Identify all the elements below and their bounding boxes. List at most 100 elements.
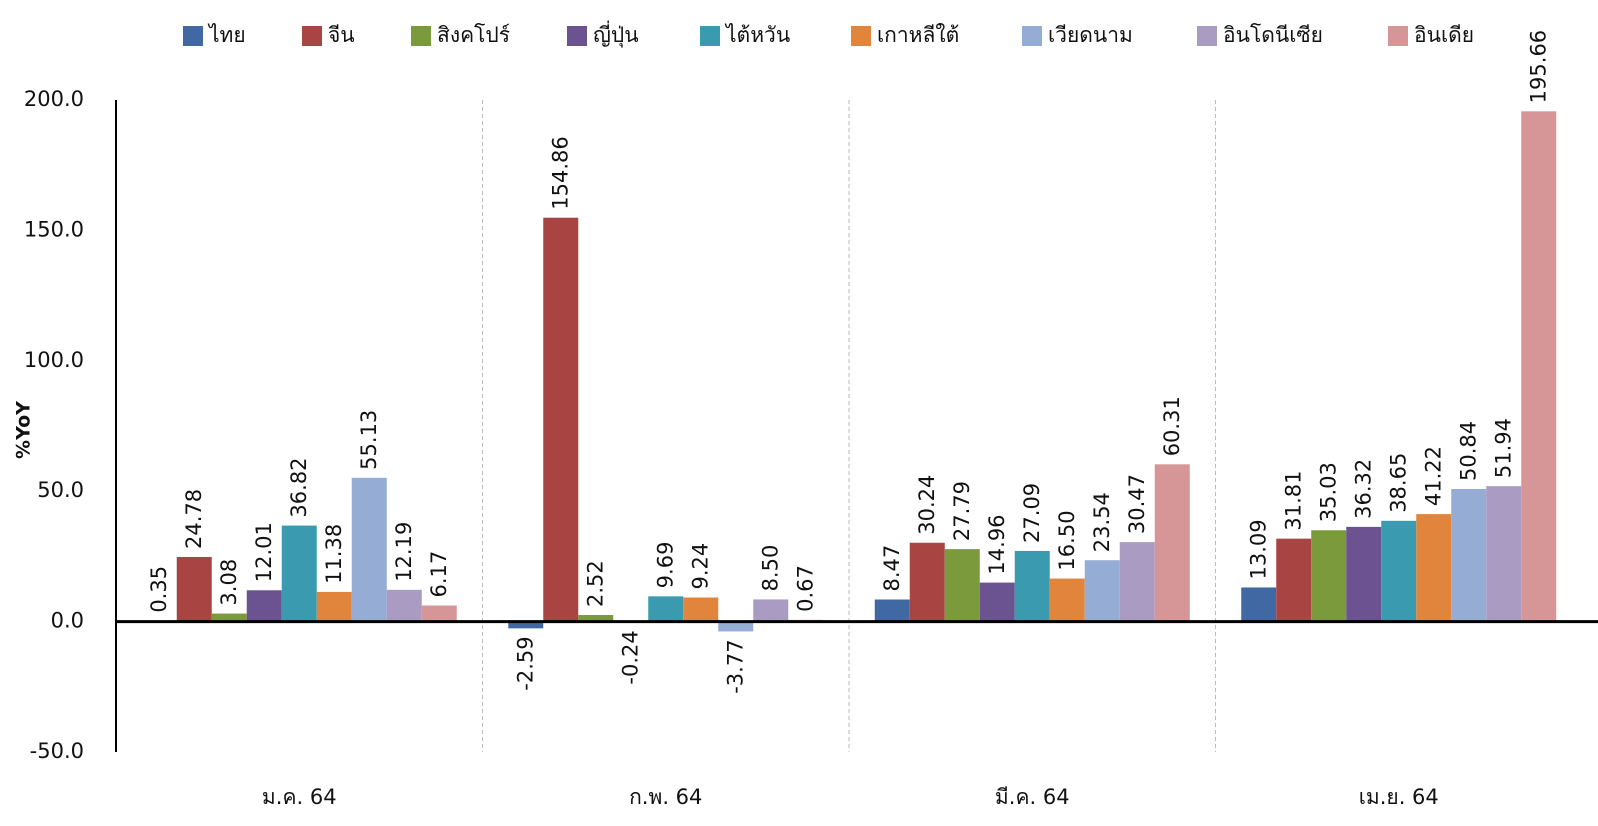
value-label: 24.78 [182, 489, 206, 549]
value-label: 50.84 [1457, 421, 1481, 481]
value-label: 154.86 [549, 136, 573, 209]
value-label: 195.66 [1527, 30, 1551, 103]
bar [1276, 538, 1312, 622]
y-tick-label: -50.0 [30, 739, 84, 763]
y-tick-label: 0.0 [51, 609, 84, 633]
bar [718, 621, 754, 632]
value-label: 51.94 [1492, 418, 1516, 478]
bar [944, 549, 980, 622]
legend-label: ไต้หวัน [724, 23, 790, 47]
bar [508, 621, 544, 629]
bar [1049, 578, 1085, 622]
legend-label: ญี่ปุ่น [593, 20, 639, 48]
value-label: 16.50 [1055, 510, 1079, 570]
legend-swatch [1388, 26, 1408, 46]
legend-swatch [567, 26, 587, 46]
value-label: 55.13 [357, 410, 381, 470]
legend-swatch [1197, 26, 1217, 46]
bar [176, 556, 212, 622]
bar [281, 525, 317, 622]
value-label: 12.19 [392, 522, 416, 582]
legend-swatch [411, 26, 431, 46]
value-label: 23.54 [1090, 492, 1114, 552]
value-label: 9.69 [654, 542, 678, 589]
legend-label: อินโดนีเซีย [1223, 23, 1323, 47]
value-label: 9.24 [689, 543, 713, 590]
value-label: 30.24 [915, 475, 939, 535]
value-label: 60.31 [1160, 396, 1184, 456]
value-label: 0.67 [794, 565, 818, 612]
value-label: 6.17 [427, 551, 451, 598]
bar [1381, 520, 1417, 622]
value-label: 27.79 [950, 481, 974, 541]
value-label: 0.35 [147, 566, 171, 613]
bar [1119, 542, 1155, 622]
x-tick-label: ก.พ. 64 [629, 785, 702, 809]
bar [1451, 489, 1487, 622]
value-label: -3.77 [724, 639, 748, 693]
legend-label: จีน [328, 23, 355, 47]
y-axis-label: %YoY [13, 401, 35, 459]
bar [1346, 526, 1382, 622]
bar [909, 542, 945, 622]
bar [683, 597, 719, 622]
y-tick-label: 50.0 [37, 478, 84, 502]
legend-swatch [1022, 26, 1042, 46]
bar [1154, 464, 1190, 622]
value-label: 27.09 [1020, 483, 1044, 543]
bar [874, 599, 910, 622]
legend-label: อินเดีย [1414, 23, 1474, 47]
bar [1084, 560, 1120, 622]
value-label: 35.03 [1317, 462, 1341, 522]
value-label: -2.59 [514, 636, 538, 690]
x-tick-label: เม.ย. 64 [1359, 785, 1439, 809]
value-label: 13.09 [1247, 519, 1271, 579]
bar [351, 477, 387, 622]
y-tick-label: 150.0 [24, 217, 84, 241]
legend-label: ไทย [207, 23, 246, 47]
bar [1416, 514, 1452, 622]
value-label: 36.32 [1352, 459, 1376, 519]
value-label: 31.81 [1282, 471, 1306, 531]
bar [648, 596, 684, 622]
bar [1521, 111, 1557, 622]
value-label: 41.22 [1422, 446, 1446, 506]
legend-label: เกาหลีใต้ [877, 23, 959, 47]
value-label: -0.24 [619, 630, 643, 684]
value-label: 14.96 [985, 514, 1009, 574]
bar [1014, 550, 1050, 622]
legend-swatch [302, 26, 322, 46]
x-tick-label: มี.ค. 64 [995, 785, 1070, 809]
legend-swatch [183, 26, 203, 46]
value-label: 8.47 [880, 545, 904, 592]
value-label: 11.38 [322, 524, 346, 584]
value-label: 8.50 [759, 545, 783, 592]
y-tick-label: 100.0 [24, 348, 84, 372]
legend-swatch [851, 26, 871, 46]
legend-label: เวียดนาม [1048, 23, 1133, 47]
bar [211, 613, 247, 622]
value-label: 3.08 [217, 559, 241, 606]
bar [979, 582, 1015, 622]
bar [1486, 486, 1522, 622]
bar [386, 589, 422, 622]
bar [246, 590, 282, 622]
legend-label: สิงคโปร์ [437, 23, 510, 47]
bar [578, 615, 614, 622]
bar [543, 217, 579, 622]
value-label: 30.47 [1125, 474, 1149, 534]
legend-swatch [700, 26, 720, 46]
bar [316, 591, 352, 622]
y-tick-label: 200.0 [24, 87, 84, 111]
bar [753, 599, 789, 622]
value-label: 36.82 [287, 457, 311, 517]
value-label: 12.01 [252, 522, 276, 582]
bar [1241, 587, 1277, 622]
x-tick-label: ม.ค. 64 [262, 785, 337, 809]
value-label: 38.65 [1387, 453, 1411, 513]
bar [421, 605, 457, 622]
bar [1311, 530, 1347, 622]
value-label: 2.52 [584, 560, 608, 607]
